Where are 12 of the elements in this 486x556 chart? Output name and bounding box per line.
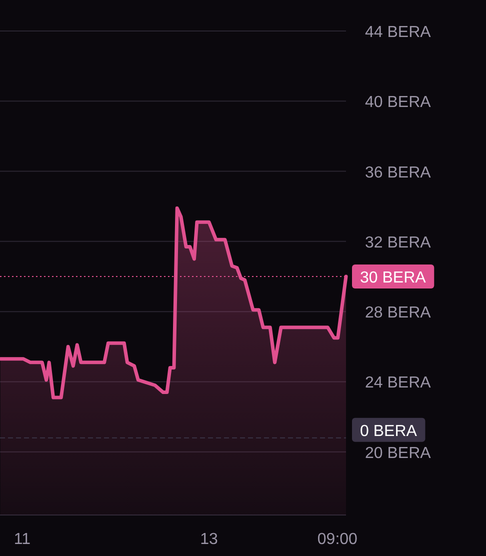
ref-line-label: 0 BERA — [360, 422, 418, 440]
y-tick-label: 40 BERA — [365, 94, 432, 112]
ref-line-label: 30 BERA — [360, 270, 426, 287]
x-tick-label: 09:00 — [317, 531, 358, 548]
y-tick-label: 36 BERA — [365, 164, 432, 182]
y-tick-label: 20 BERA — [365, 444, 432, 462]
y-tick-label: 24 BERA — [365, 374, 432, 392]
x-tick-label: 11 — [14, 531, 31, 548]
y-tick-label: 32 BERA — [365, 234, 432, 252]
y-tick-label: 44 BERA — [365, 24, 432, 41]
x-tick-label: 13 — [200, 531, 218, 548]
y-tick-label: 28 BERA — [365, 304, 432, 322]
